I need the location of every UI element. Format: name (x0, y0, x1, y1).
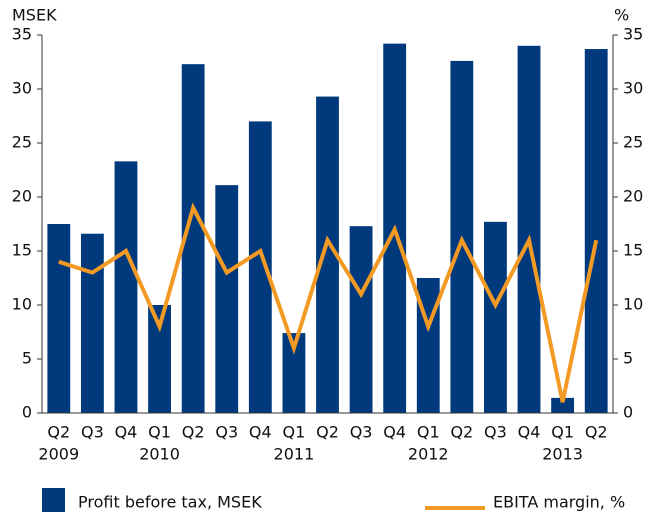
x-tick-label: Q2 (585, 423, 608, 442)
y-tick-label: 25 (12, 133, 32, 152)
legend-label: EBITA margin, % (493, 493, 625, 512)
bar (584, 49, 608, 413)
bar (248, 121, 272, 414)
bar (316, 96, 339, 413)
x-tick-label: Q2 (450, 423, 473, 442)
bar (80, 233, 104, 413)
y-tick-label: 15 (12, 241, 32, 260)
x-tick-label: Q4 (249, 423, 272, 442)
x-tick-label: Q1 (283, 423, 306, 442)
x-tick-label: Q3 (215, 423, 238, 442)
bar (114, 161, 138, 413)
bar (148, 305, 171, 413)
y-tick-label: 35 (12, 25, 32, 44)
y2-tick-label: 0 (623, 403, 633, 422)
y-tick-label: 0 (22, 403, 32, 422)
x-year-label: 2009 (38, 445, 79, 464)
x-tick-label: Q4 (115, 423, 138, 442)
bar (282, 333, 306, 413)
x-tick-label: Q2 (316, 423, 339, 442)
legend-label: Profit before tax, MSEK (78, 493, 262, 512)
y2-tick-label: 20 (623, 187, 643, 206)
x-tick-label: Q3 (350, 423, 373, 442)
legend-swatch (42, 488, 65, 512)
bar (181, 64, 205, 413)
y-tick-label: 30 (12, 79, 32, 98)
bar (484, 221, 507, 413)
bar (517, 45, 541, 414)
y-tick-label: 20 (12, 187, 32, 206)
bar (349, 226, 373, 413)
y2-tick-label: 30 (623, 79, 643, 98)
y2-tick-label: 25 (623, 133, 643, 152)
bar (551, 397, 575, 413)
x-tick-label: Q4 (383, 423, 406, 442)
x-tick-label: Q4 (518, 423, 541, 442)
bar (47, 224, 71, 413)
line (58, 202, 599, 403)
x-year-label: 2013 (542, 445, 583, 464)
y2-tick-label: 5 (623, 349, 633, 368)
x-tick-label: Q3 (81, 423, 104, 442)
y2-tick-label: 10 (623, 295, 643, 314)
x-year-label: 2012 (408, 445, 449, 464)
x-tick-label: Q3 (484, 423, 507, 442)
x-tick-label: Q1 (148, 423, 171, 442)
x-tick-label: Q1 (417, 423, 440, 442)
y2-tick-label: 35 (623, 25, 643, 44)
y2-axis-label: % (614, 6, 629, 25)
bar (215, 185, 239, 413)
x-year-label: 2011 (274, 445, 315, 464)
y-tick-label: 10 (12, 295, 32, 314)
y-tick-label: 5 (22, 349, 32, 368)
x-tick-label: Q1 (551, 423, 574, 442)
x-year-label: 2010 (139, 445, 180, 464)
x-tick-label: Q2 (182, 423, 205, 442)
y2-tick-label: 15 (623, 241, 643, 260)
x-tick-label: Q2 (47, 423, 70, 442)
y-axis-label: MSEK (12, 6, 57, 25)
